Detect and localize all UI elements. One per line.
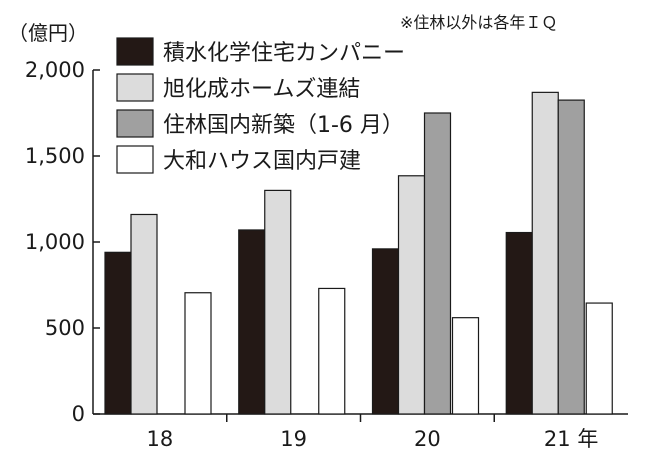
y-tick-label: 0 bbox=[72, 402, 85, 426]
chart-note: ※住林以外は各年ＩＱ bbox=[400, 13, 557, 32]
bar-2-20 bbox=[397, 175, 426, 415]
legend-swatch-3 bbox=[116, 109, 154, 138]
legend-label-3: 住林国内新築（1-6 月） bbox=[163, 113, 404, 138]
bar-2-18 bbox=[130, 213, 158, 415]
bar-2-21 bbox=[531, 91, 559, 415]
legend-label-1: 積水化学住宅カンパニー bbox=[163, 41, 405, 66]
bar-4-19 bbox=[318, 287, 346, 415]
bar-4-21 bbox=[585, 302, 613, 415]
x-tick-label: 20 bbox=[414, 427, 441, 451]
y-tick-label: 1,500 bbox=[25, 144, 85, 168]
y-axis-unit-label: （億円） bbox=[8, 21, 88, 45]
bar-1-19 bbox=[238, 229, 266, 415]
legend-label-2: 旭化成ホームズ連結 bbox=[163, 77, 360, 102]
bar-1-20 bbox=[371, 248, 400, 415]
bar-2-19 bbox=[264, 189, 292, 415]
axes: 0 500 1,000 1,500 2,000 18 19 20 21 年 bbox=[25, 58, 628, 451]
x-tick-label: 18 bbox=[147, 427, 174, 451]
x-tick-label: 19 bbox=[280, 427, 307, 451]
legend-label-4: 大和ハウス国内戸建 bbox=[163, 149, 361, 174]
y-tick-label: 1,000 bbox=[25, 230, 85, 254]
legend-swatch-1 bbox=[116, 37, 154, 66]
bars bbox=[104, 91, 613, 415]
bar-3-20 bbox=[423, 112, 452, 415]
y-tick-label: 2,000 bbox=[25, 58, 85, 82]
y-tick-label: 500 bbox=[45, 316, 85, 340]
bar-1-21 bbox=[505, 231, 533, 415]
legend-swatch-2 bbox=[116, 73, 154, 102]
bar-3-21 bbox=[557, 99, 585, 415]
x-tick-label: 21 年 bbox=[544, 427, 598, 451]
bar-4-20 bbox=[451, 317, 480, 415]
bar-1-18 bbox=[104, 251, 132, 415]
bar-4-18 bbox=[184, 292, 212, 415]
legend-swatch-4 bbox=[116, 145, 154, 174]
